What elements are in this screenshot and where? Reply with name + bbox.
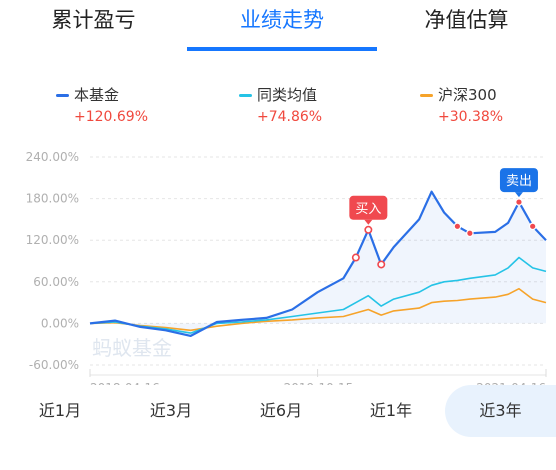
tab-cumulative-pnl[interactable]: 累计盈亏	[51, 8, 136, 32]
buy-marker-label: 买入	[355, 202, 381, 217]
sell-point[interactable]	[466, 229, 474, 238]
index-line	[89, 287, 547, 332]
tab-bar: 累计盈亏 业绩走势 净值估算	[0, 0, 556, 54]
sell-marker-bubble[interactable]	[499, 168, 538, 193]
y-tick-label: -60.00%	[29, 358, 79, 372]
legend-swatch-index	[420, 94, 433, 97]
legend-label-fund: 本基金	[74, 86, 120, 104]
buy-point[interactable]	[351, 253, 360, 262]
x-tick-label: 2018-04-16	[90, 381, 160, 385]
sell-marker-pointer	[514, 192, 523, 198]
range-3m-button[interactable]: 近3月	[149, 401, 193, 420]
legend-label-peer: 同类均值	[257, 86, 318, 104]
sell-point[interactable]	[515, 198, 523, 206]
legend-value-fund: +120.69%	[74, 109, 149, 125]
tab-performance-trend[interactable]: 业绩走势	[240, 8, 324, 32]
y-tick-label: 0.00%	[41, 316, 79, 330]
range-3y-button[interactable]: 近3年	[445, 385, 556, 437]
watermark-text: 蚂蚁基金	[92, 336, 172, 360]
y-tick-label: 60.00%	[33, 275, 79, 289]
fund-area-fill	[90, 191, 546, 336]
range-1y-button[interactable]: 近1年	[369, 401, 413, 420]
sell-point[interactable]	[528, 222, 537, 231]
y-tick-label: 180.00%	[26, 192, 79, 206]
chart-legend: 本基金 +120.69% 同类均值 +74.86% 沪深300 +30.38%	[0, 84, 556, 130]
legend-swatch-peer	[239, 94, 252, 97]
range-6m-button[interactable]: 近6月	[259, 401, 303, 420]
legend-value-peer: +74.86%	[257, 109, 323, 125]
legend-label-index: 沪深300	[438, 86, 497, 104]
buy-point[interactable]	[377, 260, 386, 269]
y-tick-label: 240.00%	[26, 150, 79, 164]
x-tick-label: 2021-04-16	[476, 381, 546, 385]
performance-chart[interactable]: 240.00% 180.00% 120.00% 60.00% 0.00% -60.00% 2…	[0, 140, 556, 385]
x-tick-label: 2019-10-15	[284, 381, 354, 385]
sell-marker-label: 卖出	[506, 174, 532, 189]
tab-nav-estimate[interactable]: 净值估算	[424, 8, 509, 32]
buy-marker-bubble[interactable]	[349, 195, 388, 220]
range-1m-button[interactable]: 近1月	[38, 401, 82, 420]
buy-marker-pointer	[364, 219, 373, 225]
sell-point[interactable]	[453, 222, 462, 231]
active-tab-indicator	[187, 47, 377, 51]
y-tick-label: 120.00%	[26, 233, 79, 247]
buy-point[interactable]	[364, 225, 373, 234]
legend-value-index: +30.38%	[438, 109, 504, 125]
legend-swatch-fund	[56, 94, 69, 97]
time-range-selector: 近1月 近3月 近6月 近1年 近3年	[0, 385, 556, 440]
peer-line	[89, 256, 547, 334]
